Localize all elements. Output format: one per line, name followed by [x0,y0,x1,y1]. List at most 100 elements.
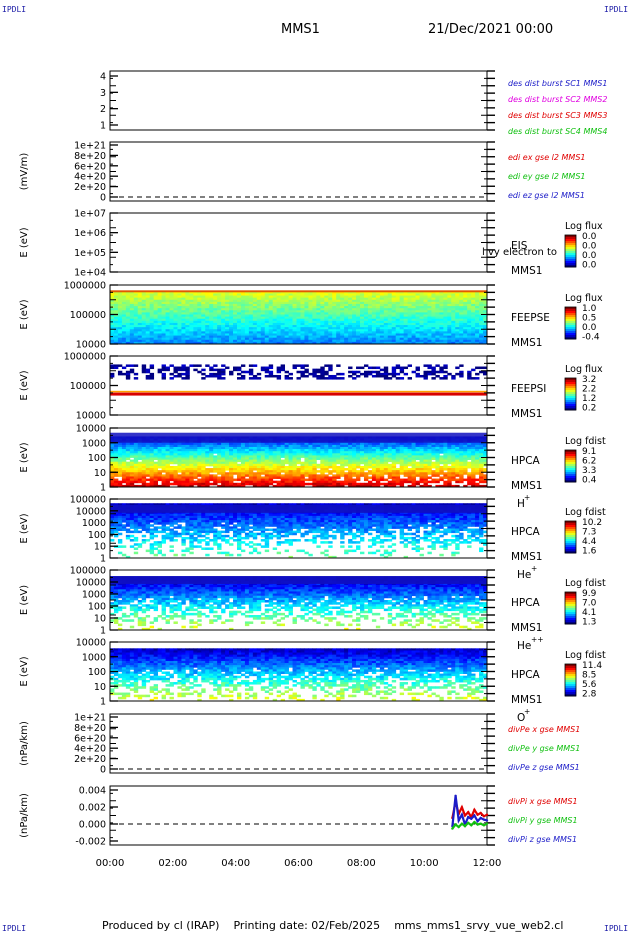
spectrogram-cell [367,455,373,458]
spectrogram-cell [221,318,226,322]
spectrogram-cell [363,335,369,339]
spectrogram-cell [419,339,424,343]
spectrogram-cell [225,446,230,450]
spectrogram-cell [177,374,182,378]
spectrogram-cell [229,308,234,311]
spectrogram-cell [129,322,135,326]
spectrogram-cell [252,318,258,322]
spectrogram-cell [233,301,238,305]
spectrogram-cell [244,301,250,305]
spectrogram-cell [201,316,206,320]
spectrogram-cell [379,465,385,469]
spectrogram-cell [177,446,182,450]
spectrogram-cell [125,293,131,296]
spectrogram-cell [375,295,381,299]
spectrogram-cell [157,306,162,309]
spectrogram-cell [248,472,254,475]
spectrogram-cell [173,335,178,339]
spectrogram-cell [479,308,484,311]
spectrogram-cell [356,297,361,301]
spectrogram-cell [205,476,210,479]
spectrogram-cell [423,484,428,488]
spectrogram-cell [320,377,325,380]
spectrogram-cell [149,446,155,450]
spectrogram-cell [248,449,254,452]
spectrogram-cell [268,310,274,313]
spectrogram-cell [213,303,218,307]
spectrogram-cell [328,377,333,380]
spectrogram-cell [129,370,135,374]
spectrogram-cell [379,474,385,477]
spectrogram-cell [260,457,266,461]
spectrogram-cell [431,331,436,334]
spectrogram-cell [240,297,246,301]
spectrogram-cell [161,372,166,376]
colorbar-cell [565,243,576,246]
spectrogram-cell [110,325,115,328]
spectrogram-cell [153,335,159,339]
spectrogram-cell [284,312,289,315]
spectrogram-cell [371,322,377,326]
spectrogram-cell [256,303,262,307]
spectrogram-cell [213,457,218,461]
spectrogram-cell [415,480,420,484]
spectrogram-cell [264,291,270,294]
spectrogram-cell [256,461,262,465]
y-tick-label: 10000 [76,340,106,351]
spectrogram-cell [161,301,166,305]
spectrogram-cell [423,291,428,294]
spectrogram-cell [367,453,373,456]
spectrogram-cell [217,301,222,305]
spectrogram-cell [443,331,448,334]
spectrogram-cell [455,442,460,446]
spectrogram-cell [332,478,337,482]
spectrogram-cell [292,472,297,475]
spectrogram-cell [320,463,325,467]
spectrogram-cell [304,470,309,473]
spectrogram-cell [256,468,262,471]
spectrogram-cell [391,463,397,467]
spectrogram-cell [209,461,214,465]
spectrogram-cell [363,453,369,456]
spectrogram-cell [308,299,313,303]
spectrogram-cell [356,455,361,458]
spectrogram-cell [391,480,397,484]
spectrogram-cell [276,337,282,341]
spectrogram-cell [201,299,206,303]
spectrogram-cell [344,320,349,324]
spectrogram-cell [272,295,278,299]
spectrogram-cell [252,457,258,461]
spectrogram-cell [312,368,317,372]
spectrogram-cell [336,295,341,299]
spectrogram-cell [221,370,226,374]
spectrogram-cell [236,451,242,454]
spectrogram-cell [229,444,234,448]
spectrogram-cell [395,297,401,301]
spectrogram-cell [248,312,254,315]
spectrogram-cell [320,320,325,324]
spectrogram-cell [312,459,317,463]
spectrogram-cell [129,472,135,475]
spectrogram-cell [348,341,353,345]
spectrogram-cell [217,449,222,452]
spectrogram-cell [110,331,115,334]
spectrogram-cell [352,455,357,458]
spectrogram-cell [363,320,369,324]
spectrogram-cell [169,306,174,309]
spectrogram-cell [229,322,234,326]
spectrogram-cell [193,318,198,322]
spectrogram-cell [387,333,393,336]
colorbar-cell [565,241,576,244]
spectrogram-cell [121,339,127,343]
spectrogram-cell [360,461,365,465]
spectrogram-cell [233,333,238,336]
spectrogram-cell [435,468,440,471]
spectrogram-cell [411,299,416,303]
spectrogram-cell [165,339,170,343]
spectrogram-cell [280,301,286,305]
spectrogram-cell [399,339,405,343]
spectrogram-cell [121,301,127,305]
colorbar-cell [565,239,576,242]
spectrogram-cell [137,291,143,294]
spectrogram-cell [292,444,297,448]
